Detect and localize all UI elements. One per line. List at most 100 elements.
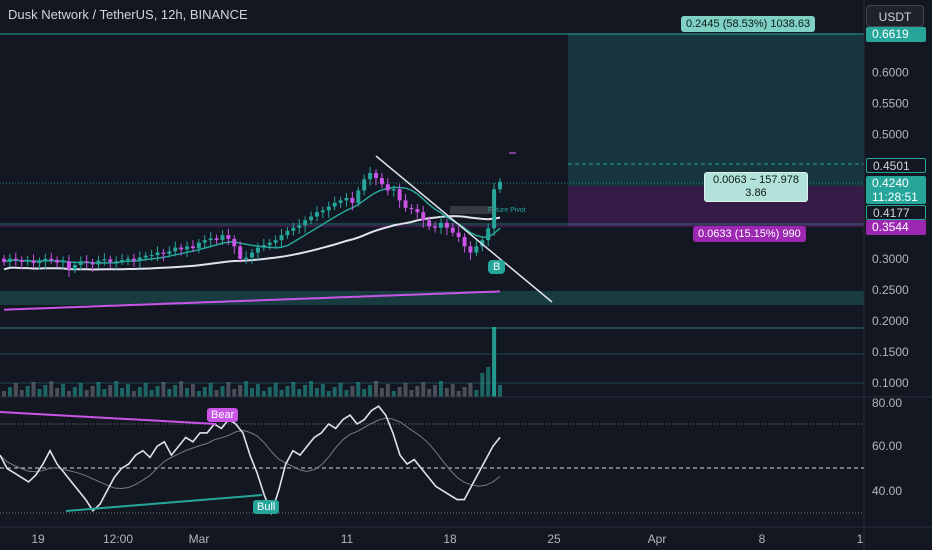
volume-bar xyxy=(273,383,278,397)
candle-body xyxy=(220,235,225,241)
loss-label[interactable]: 0.0633 (15.15%) 990 xyxy=(693,226,806,242)
rsi-tick-label: 40.00 xyxy=(872,484,902,498)
volume-bar xyxy=(7,387,12,397)
candle-body xyxy=(120,260,125,262)
candle-body xyxy=(19,260,24,262)
candle-body xyxy=(309,216,314,221)
volume-bar xyxy=(338,383,343,397)
volume-bar xyxy=(114,381,119,397)
volume-bar xyxy=(2,391,6,397)
volume-bar xyxy=(350,386,355,397)
volume-bar xyxy=(267,387,272,397)
time-tick-label: 1 xyxy=(857,532,864,546)
volume-bar xyxy=(96,382,101,397)
time-tick-label: 19 xyxy=(31,532,45,546)
buy-signal-label: B xyxy=(488,260,506,274)
volume-bar xyxy=(427,389,432,397)
profit-label[interactable]: 0.2445 (58.53%) 1038.63 xyxy=(681,16,816,32)
candle-body xyxy=(297,225,302,228)
volume-bar xyxy=(90,386,95,397)
candle-body xyxy=(403,200,408,208)
entry-top-price-tag: 0.4501 xyxy=(866,158,926,173)
candle-body xyxy=(196,242,201,249)
candle-body xyxy=(238,246,243,259)
candle-body xyxy=(314,212,319,217)
volume-bar xyxy=(285,386,290,397)
candle-body xyxy=(498,181,502,190)
time-tick-label: Mar xyxy=(189,532,210,546)
candle-body xyxy=(362,179,367,191)
candle-body xyxy=(250,252,254,258)
candle-body xyxy=(232,238,237,247)
volume-bar xyxy=(326,391,331,397)
volume-bar xyxy=(391,391,396,397)
ma-long-line xyxy=(3,290,501,311)
volume-bar xyxy=(303,385,308,397)
bear-divergence-line xyxy=(0,411,217,425)
candle-body xyxy=(374,173,378,179)
volume-bar xyxy=(385,384,390,397)
volume-bar xyxy=(37,389,42,397)
candle-body xyxy=(61,261,66,263)
candle-body xyxy=(2,258,6,262)
candle-body xyxy=(391,189,396,191)
rsi-tick-label: 60.00 xyxy=(872,439,902,453)
bull-divergence-line xyxy=(65,494,263,512)
volume-bar xyxy=(66,391,71,397)
candle-body xyxy=(397,189,402,201)
candle-body xyxy=(338,200,343,203)
volume-bar xyxy=(379,388,384,397)
candle-body xyxy=(438,222,443,228)
candle-body xyxy=(149,255,154,257)
candle-body xyxy=(66,261,71,270)
candle-body xyxy=(244,257,249,259)
volume-bar xyxy=(244,381,249,397)
volume-bar xyxy=(450,384,455,397)
candle-body xyxy=(415,209,420,213)
current-price-tag: 0.4240 11:28:51 xyxy=(866,176,926,204)
currency-button[interactable]: USDT xyxy=(866,5,924,27)
price-axis: 0.6000 0.5500 0.5000 0.3000 0.2500 0.2000 0.15… xyxy=(872,65,909,390)
candle-body xyxy=(350,197,355,203)
time-axis: 19 12:00 Mar 11 18 25 Apr 8 1 xyxy=(31,532,863,546)
volume-bar xyxy=(179,381,184,397)
candle-body xyxy=(90,262,95,265)
symbol-title[interactable]: Dusk Network / TetherUS, 12h, BINANCE xyxy=(8,7,248,22)
price-tick-label: 0.5500 xyxy=(872,97,909,111)
volume-bar xyxy=(108,385,113,397)
volume-bar xyxy=(468,383,473,397)
candle-body xyxy=(7,258,12,262)
candle-body xyxy=(267,242,272,246)
candle-body xyxy=(202,240,207,243)
volume-bar xyxy=(279,390,284,397)
volume-bar xyxy=(291,382,296,397)
volume-bar xyxy=(314,388,319,397)
volume-bar xyxy=(486,367,491,397)
volume-bar xyxy=(492,327,497,397)
volume-bar xyxy=(202,387,207,397)
volume-bar xyxy=(84,390,89,397)
candle-body xyxy=(279,235,284,241)
candle-body xyxy=(167,251,172,254)
candle-body xyxy=(492,189,497,229)
candle-body xyxy=(261,245,266,248)
candle-body xyxy=(486,228,491,241)
risk-reward-line2: 3.86 xyxy=(745,187,767,199)
risk-reward-label[interactable]: 0.0063 ~ 157.978 3.86 xyxy=(704,172,808,202)
risk-reward-line1: 0.0063 ~ 157.978 xyxy=(713,174,799,186)
volume-bar xyxy=(462,387,467,397)
trendline[interactable] xyxy=(375,155,553,303)
candle-body xyxy=(49,258,54,261)
candle-body xyxy=(190,246,195,249)
volume-bar xyxy=(421,382,426,397)
candle-body xyxy=(25,260,30,262)
candle-body xyxy=(13,258,18,261)
candle-body xyxy=(37,261,42,264)
candle-body xyxy=(214,238,219,241)
volume-bar xyxy=(13,383,18,397)
rsi-tick-label: 80.00 xyxy=(872,396,902,410)
candle-body xyxy=(43,258,48,262)
volume-bar xyxy=(143,383,148,397)
volume-bar xyxy=(332,387,337,397)
